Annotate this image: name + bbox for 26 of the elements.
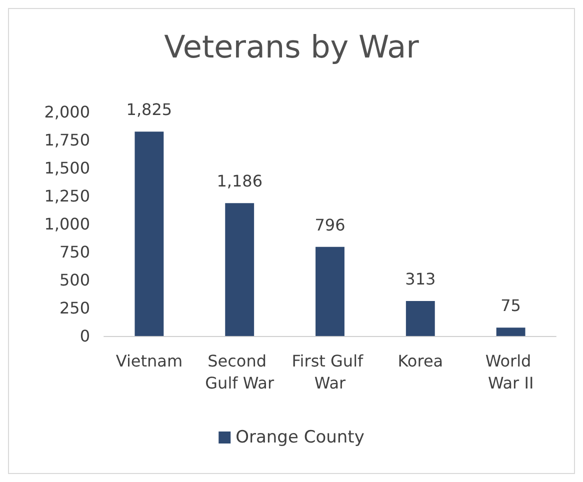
data-label: 796 (314, 215, 346, 234)
bar (225, 203, 254, 336)
y-tick-label: 250 (59, 298, 90, 318)
legend-label: Orange County (236, 428, 364, 448)
y-tick-label: 1,000 (44, 214, 90, 234)
y-tick-label: 2,000 (44, 102, 90, 122)
x-tick-label: First Gulf War (292, 352, 368, 392)
x-tick-label: Korea (398, 352, 444, 370)
data-label: 75 (500, 296, 521, 316)
data-label: 1,186 (216, 172, 263, 191)
y-tick-label: 750 (59, 242, 90, 262)
chart-title: Veterans by War (164, 30, 420, 66)
data-label: 313 (405, 269, 436, 288)
bar (406, 300, 435, 336)
x-tick-label: World War II (485, 352, 536, 392)
x-tick-label: Vietnam (116, 352, 183, 370)
data-label: 1,825 (126, 100, 172, 120)
bar (496, 328, 526, 336)
y-tick-label: 1,750 (44, 130, 90, 150)
bar (316, 246, 344, 336)
bar (134, 132, 164, 336)
x-tick-label: Second Gulf War (205, 352, 274, 392)
y-tick-label: 0 (80, 326, 90, 346)
y-tick-label: 1,250 (44, 186, 90, 206)
y-tick-label: 1,500 (44, 158, 90, 178)
y-tick-label: 500 (59, 270, 90, 290)
